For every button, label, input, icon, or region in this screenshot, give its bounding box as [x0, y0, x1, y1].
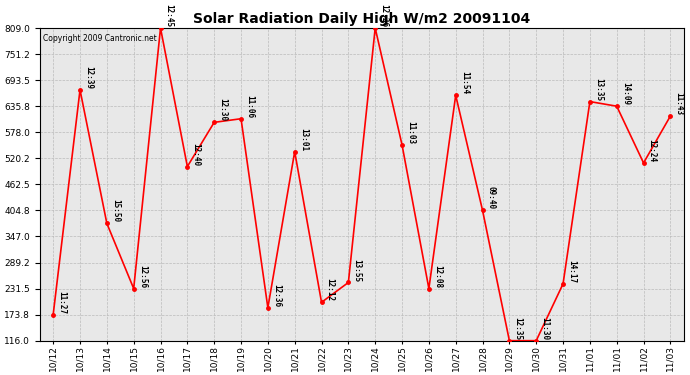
Text: 11:03: 11:03 — [406, 121, 415, 144]
Text: 13:01: 13:01 — [299, 128, 308, 151]
Text: 12:12: 12:12 — [326, 278, 335, 302]
Text: 12:40: 12:40 — [192, 142, 201, 166]
Text: 12:36: 12:36 — [272, 284, 281, 307]
Text: 09:40: 09:40 — [486, 186, 495, 210]
Text: Copyright 2009 Cantronic.net: Copyright 2009 Cantronic.net — [43, 34, 157, 44]
Text: 12:30: 12:30 — [218, 99, 228, 122]
Text: 11:43: 11:43 — [675, 92, 684, 115]
Text: 11:06: 11:06 — [245, 95, 254, 118]
Text: 11:54: 11:54 — [460, 71, 469, 94]
Text: 13:55: 13:55 — [353, 259, 362, 282]
Text: 11:27: 11:27 — [57, 291, 66, 314]
Text: 12:39: 12:39 — [84, 66, 93, 89]
Text: 12:24: 12:24 — [648, 139, 657, 162]
Text: 12:35: 12:35 — [513, 317, 522, 340]
Text: 15:50: 15:50 — [111, 200, 120, 223]
Title: Solar Radiation Daily High W/m2 20091104: Solar Radiation Daily High W/m2 20091104 — [193, 12, 531, 26]
Text: 12:26: 12:26 — [380, 4, 388, 27]
Text: 11:30: 11:30 — [540, 317, 549, 340]
Text: 14:17: 14:17 — [567, 260, 576, 283]
Text: 14:09: 14:09 — [621, 82, 630, 105]
Text: 13:35: 13:35 — [594, 78, 603, 101]
Text: 12:56: 12:56 — [138, 265, 147, 288]
Text: 12:08: 12:08 — [433, 265, 442, 288]
Text: 12:45: 12:45 — [165, 4, 174, 27]
